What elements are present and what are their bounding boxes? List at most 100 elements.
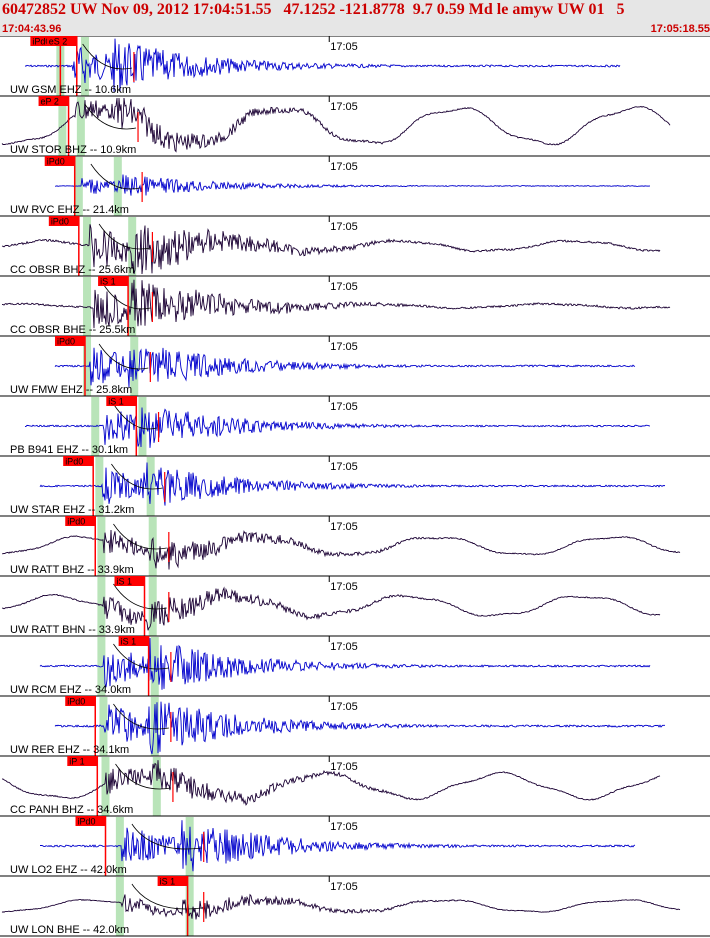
station-label: UW RVC EHZ -- 21.4km [10, 204, 129, 216]
trace-row: 17:05 iPd0 UW FMW EHZ -- 25.8km [0, 335, 710, 396]
waveform [1, 97, 671, 153]
waveform [1, 279, 671, 329]
waveform [24, 38, 621, 92]
pick-window [97, 577, 106, 636]
trace-row: 17:05 iS 1 UW RCM EHZ -- 34.0km [0, 635, 710, 696]
window-start-time: 17:04:43.96 [2, 23, 62, 35]
waveform [54, 701, 666, 755]
pick-window [115, 817, 124, 876]
pick-window [115, 877, 124, 936]
pick-flag [54, 336, 85, 346]
minute-label: 17:05 [330, 41, 358, 53]
pick-label: iS 1 [160, 877, 176, 887]
pick-flag [67, 756, 98, 766]
pick-window [101, 757, 110, 816]
trace-row: 17:05 iPd0 UW STAR EHZ -- 31.2km [0, 455, 710, 516]
pick-flag [157, 876, 188, 886]
pick-flag [106, 396, 137, 406]
waveform [40, 820, 636, 872]
station-label: UW STOR BHZ -- 10.9km [10, 144, 136, 156]
pick-window [152, 757, 161, 816]
coda-curve [84, 103, 137, 130]
coda-curve [131, 823, 202, 850]
minute-label: 17:05 [330, 221, 358, 233]
waveform [1, 586, 661, 631]
pick-window [97, 517, 106, 576]
pick-window [83, 277, 92, 336]
pick-flag [38, 96, 69, 106]
coda-curve [98, 343, 149, 370]
minute-label: 17:05 [330, 401, 358, 413]
pick-flag [65, 516, 96, 526]
waveform [1, 529, 681, 570]
station-label: PB B941 EHZ -- 30.1km [10, 444, 128, 456]
trace-row: 17:05 iPd0 UW RVC EHZ -- 21.4km [0, 155, 710, 216]
coda-curve [113, 403, 157, 430]
trace-row: 17:05 eP 2 UW STOR BHZ -- 10.9km [0, 95, 710, 156]
window-end-time: 17:05:18.55 [650, 23, 710, 35]
station-label: CC OBSR BHZ -- 25.6km [10, 264, 135, 276]
station-label: UW STAR EHZ -- 31.2km [10, 504, 134, 516]
pick-label: iP 1 [69, 757, 84, 767]
trace-row: 17:05 iS 1 UW LON BHE -- 42.0km [0, 875, 710, 936]
minute-label: 17:05 [330, 161, 358, 173]
pick-label: iPd0 [51, 217, 69, 227]
coda-curve [113, 523, 167, 550]
pick-flag [75, 816, 106, 826]
coda-curve [113, 643, 169, 670]
station-label: CC PANH BHZ -- 34.6km [10, 804, 133, 816]
coda-curve [113, 583, 167, 610]
minute-label: 17:05 [330, 881, 358, 893]
trace-row: 17:05 iPd0 UW RATT BHZ -- 33.9km [0, 515, 710, 576]
coda-curve [90, 163, 141, 190]
event-title: 60472852 UW Nov 09, 2012 17:04:51.55 47.… [2, 1, 625, 18]
coda-curve [131, 883, 202, 910]
pick-flag [118, 636, 149, 646]
pick-label: iS 1 [121, 637, 137, 647]
station-label: CC OBSR BHE -- 25.5km [10, 324, 135, 336]
pick-window [185, 877, 194, 936]
station-label: UW LO2 EHZ -- 42.0km [10, 864, 127, 876]
pick-window [128, 277, 137, 336]
pick-flag [44, 156, 75, 166]
waveform [1, 893, 681, 920]
trace-row: 17:05 iP 1 CC PANH BHZ -- 34.6km [0, 755, 710, 816]
waveform [1, 760, 661, 806]
pick-label: iS 1 [117, 577, 133, 587]
trace-row: 17:05 iPd0 CC OBSR BHZ -- 25.6km [0, 215, 710, 276]
station-label: UW RER EHZ -- 34.1km [10, 744, 129, 756]
station-label: UW RATT BHZ -- 33.9km [10, 564, 134, 576]
pick-window [150, 697, 159, 756]
station-label: UW RATT BHN -- 33.9km [10, 624, 135, 636]
pick-label: iPd0 [47, 157, 65, 167]
waveform [39, 462, 666, 506]
pick-label: iPd0 [32, 37, 50, 47]
minute-label: 17:05 [330, 701, 358, 713]
minute-label: 17:05 [330, 461, 358, 473]
trace-row: 17:05 iS 1 UW RATT BHN -- 33.9km [0, 575, 710, 636]
coda-curve [111, 463, 163, 490]
pick-flag [48, 216, 79, 226]
pick-label: iPd0 [57, 337, 75, 347]
trace-row: 17:05 iPd0 UW LO2 EHZ -- 42.0km [0, 815, 710, 876]
coda-curve [82, 43, 133, 70]
minute-label: 17:05 [330, 281, 358, 293]
pick-flag [114, 576, 145, 586]
pick-flag [98, 276, 129, 286]
coda-curve [113, 703, 169, 730]
station-label: UW GSM EHZ -- 10.6km [10, 84, 131, 96]
waveform [55, 174, 651, 196]
pick-flag [30, 36, 61, 46]
pick-window [58, 97, 67, 156]
pick-flag [65, 696, 96, 706]
waveform [24, 407, 650, 448]
coda-curve [98, 223, 151, 250]
minute-label: 17:05 [330, 761, 358, 773]
minute-label: 17:05 [330, 641, 358, 653]
trace-row: 17:05 iS 1 PB B941 EHZ -- 30.1km [0, 395, 710, 456]
station-label: UW FMW EHZ -- 25.8km [10, 384, 132, 396]
pick-window [128, 217, 137, 276]
station-label: UW LON BHE -- 42.0km [10, 924, 129, 936]
